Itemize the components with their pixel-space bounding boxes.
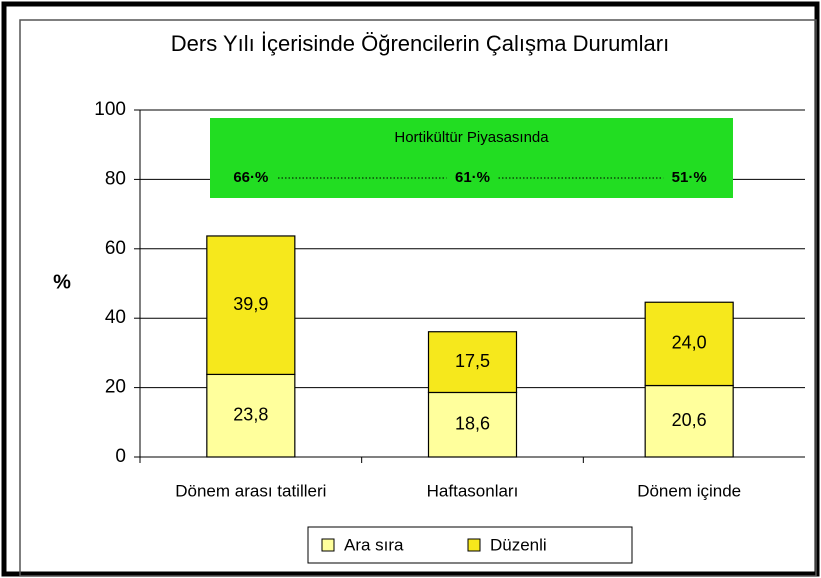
- annotation-label: 51·%: [672, 169, 707, 186]
- x-tick-label: Dönem arası tatilleri: [175, 481, 326, 500]
- bar-segment: [427, 391, 518, 458]
- chart-frame: [19, 19, 817, 577]
- value-label: 18,6: [455, 413, 490, 433]
- annotation-label: 66·%: [233, 169, 268, 186]
- annotation-label-bg: [224, 168, 277, 188]
- value-label: 20,6: [672, 410, 707, 430]
- legend-swatch: [321, 538, 335, 552]
- bar-segment: [427, 331, 518, 394]
- x-tick-label: Haftasonları: [427, 481, 519, 500]
- value-label: 23,8: [233, 404, 268, 424]
- y-tick-label: 40: [105, 307, 126, 328]
- annotation-label-bg: [663, 168, 716, 188]
- annotation-label-bg: [446, 168, 499, 188]
- bar-segment: [206, 235, 296, 376]
- legend-label: Düzenli: [490, 535, 547, 554]
- bar-segment: [644, 384, 734, 458]
- y-tick-label: 0: [115, 446, 126, 467]
- chart-title: Ders Yılı İçerisinde Öğrencilerin Çalışm…: [171, 31, 669, 56]
- bar-segment: [644, 301, 734, 387]
- annotation-title: Hortikültür Piyasasında: [394, 129, 549, 146]
- value-label: 17,5: [455, 351, 490, 371]
- legend-label: Ara sıra: [344, 535, 404, 554]
- bar-segment: [206, 373, 296, 458]
- value-label: 24,0: [672, 333, 707, 353]
- y-tick-label: 60: [105, 238, 126, 259]
- y-tick-label: 20: [105, 377, 126, 398]
- legend-swatch: [467, 538, 481, 552]
- y-axis-label: %: [53, 271, 71, 293]
- value-label: 39,9: [233, 294, 268, 314]
- annotation-label: 61·%: [455, 169, 490, 186]
- y-tick-label: 100: [94, 99, 126, 120]
- x-tick-label: Dönem içinde: [637, 481, 741, 500]
- y-tick-label: 80: [105, 168, 126, 189]
